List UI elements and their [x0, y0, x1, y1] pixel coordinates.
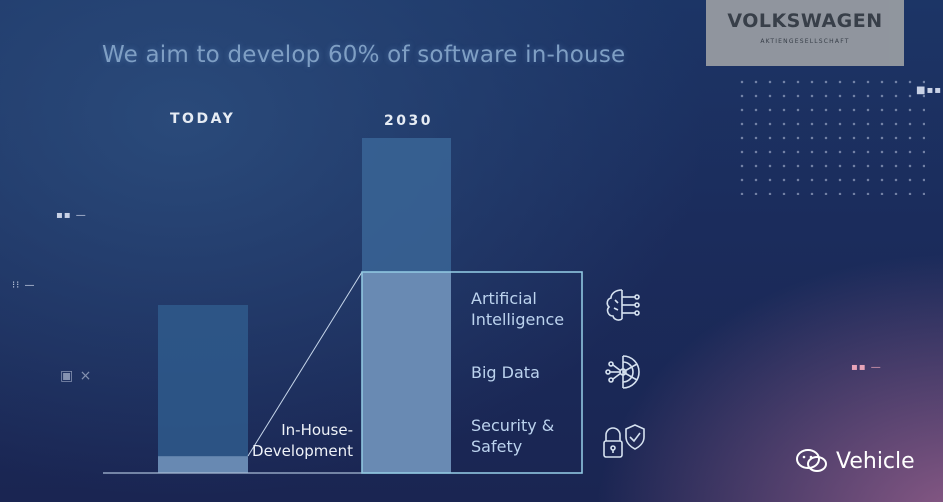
bar-today-inhouse-segment [158, 456, 248, 473]
logo-subtitle: AKTIENGESELLSCHAFT [760, 38, 850, 45]
connector-line [247, 271, 363, 457]
inhouse-label: In-House-Development [252, 421, 353, 460]
column-label-2030: 2030 [384, 113, 433, 129]
volkswagen-logo: VOLKSWAGEN AKTIENGESELLSCHAFT [706, 0, 904, 66]
column-label-today: TODAY [170, 111, 236, 127]
security-lock-icon [603, 424, 645, 458]
bar-2030-inhouse-segment [362, 272, 451, 473]
decorative-dash: ▪▪ — [851, 362, 882, 373]
decorative-dash: ⁝⁝ — [12, 280, 36, 291]
ai-brain-icon [606, 289, 640, 321]
segment-security-label: Security & Safety [471, 416, 555, 456]
decorative-dash: ■▪▪ [916, 85, 943, 96]
big-data-icon [605, 355, 640, 389]
decorative-dot-grid [735, 75, 925, 195]
decorative-glyph: ▣ × [60, 368, 93, 384]
wechat-watermark: Vehicle [796, 448, 915, 474]
page-title: We aim to develop 60% of software in-hou… [102, 42, 626, 68]
segment-ai-label: Artificial Intelligence [471, 289, 565, 329]
watermark-text: Vehicle [836, 448, 915, 474]
decorative-dash: ▪▪ — [56, 210, 87, 221]
wechat-icon [796, 449, 827, 472]
bar-today-total [158, 305, 248, 473]
breakdown-box [361, 271, 583, 474]
segment-bigdata-label: Big Data [471, 363, 540, 382]
logo-name: VOLKSWAGEN [727, 10, 883, 32]
